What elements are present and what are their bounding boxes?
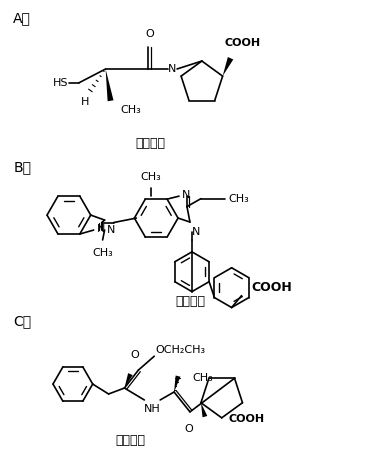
Polygon shape xyxy=(106,69,113,101)
Text: 替米沙坦: 替米沙坦 xyxy=(175,295,205,308)
Text: N: N xyxy=(192,227,200,237)
Text: C．: C． xyxy=(13,315,31,328)
Text: N: N xyxy=(168,64,176,74)
Text: CH₃: CH₃ xyxy=(228,194,249,204)
Text: N: N xyxy=(107,225,115,235)
Text: COOH: COOH xyxy=(229,414,265,424)
Text: O: O xyxy=(145,29,153,39)
Polygon shape xyxy=(201,403,207,417)
Text: HS: HS xyxy=(53,78,68,88)
Text: 卡托普利: 卡托普利 xyxy=(135,137,165,150)
Text: OCH₂CH₃: OCH₂CH₃ xyxy=(155,345,205,355)
Text: COOH: COOH xyxy=(224,38,261,48)
Text: H: H xyxy=(81,97,89,107)
Text: CH₃: CH₃ xyxy=(92,248,113,258)
Text: CH₃: CH₃ xyxy=(192,373,213,383)
Text: COOH: COOH xyxy=(251,281,292,294)
Text: CH₃: CH₃ xyxy=(141,172,162,182)
Text: 依那普利: 依那普利 xyxy=(116,434,145,447)
Text: O: O xyxy=(185,424,193,434)
Text: CH₃: CH₃ xyxy=(120,105,141,115)
Text: N: N xyxy=(97,224,105,234)
Polygon shape xyxy=(124,373,133,388)
Text: B．: B． xyxy=(13,160,31,174)
Text: N: N xyxy=(182,190,190,200)
Polygon shape xyxy=(174,376,180,392)
Polygon shape xyxy=(223,57,233,76)
Text: A．: A． xyxy=(13,11,31,25)
Text: NH: NH xyxy=(144,404,160,414)
Text: O: O xyxy=(130,350,139,360)
